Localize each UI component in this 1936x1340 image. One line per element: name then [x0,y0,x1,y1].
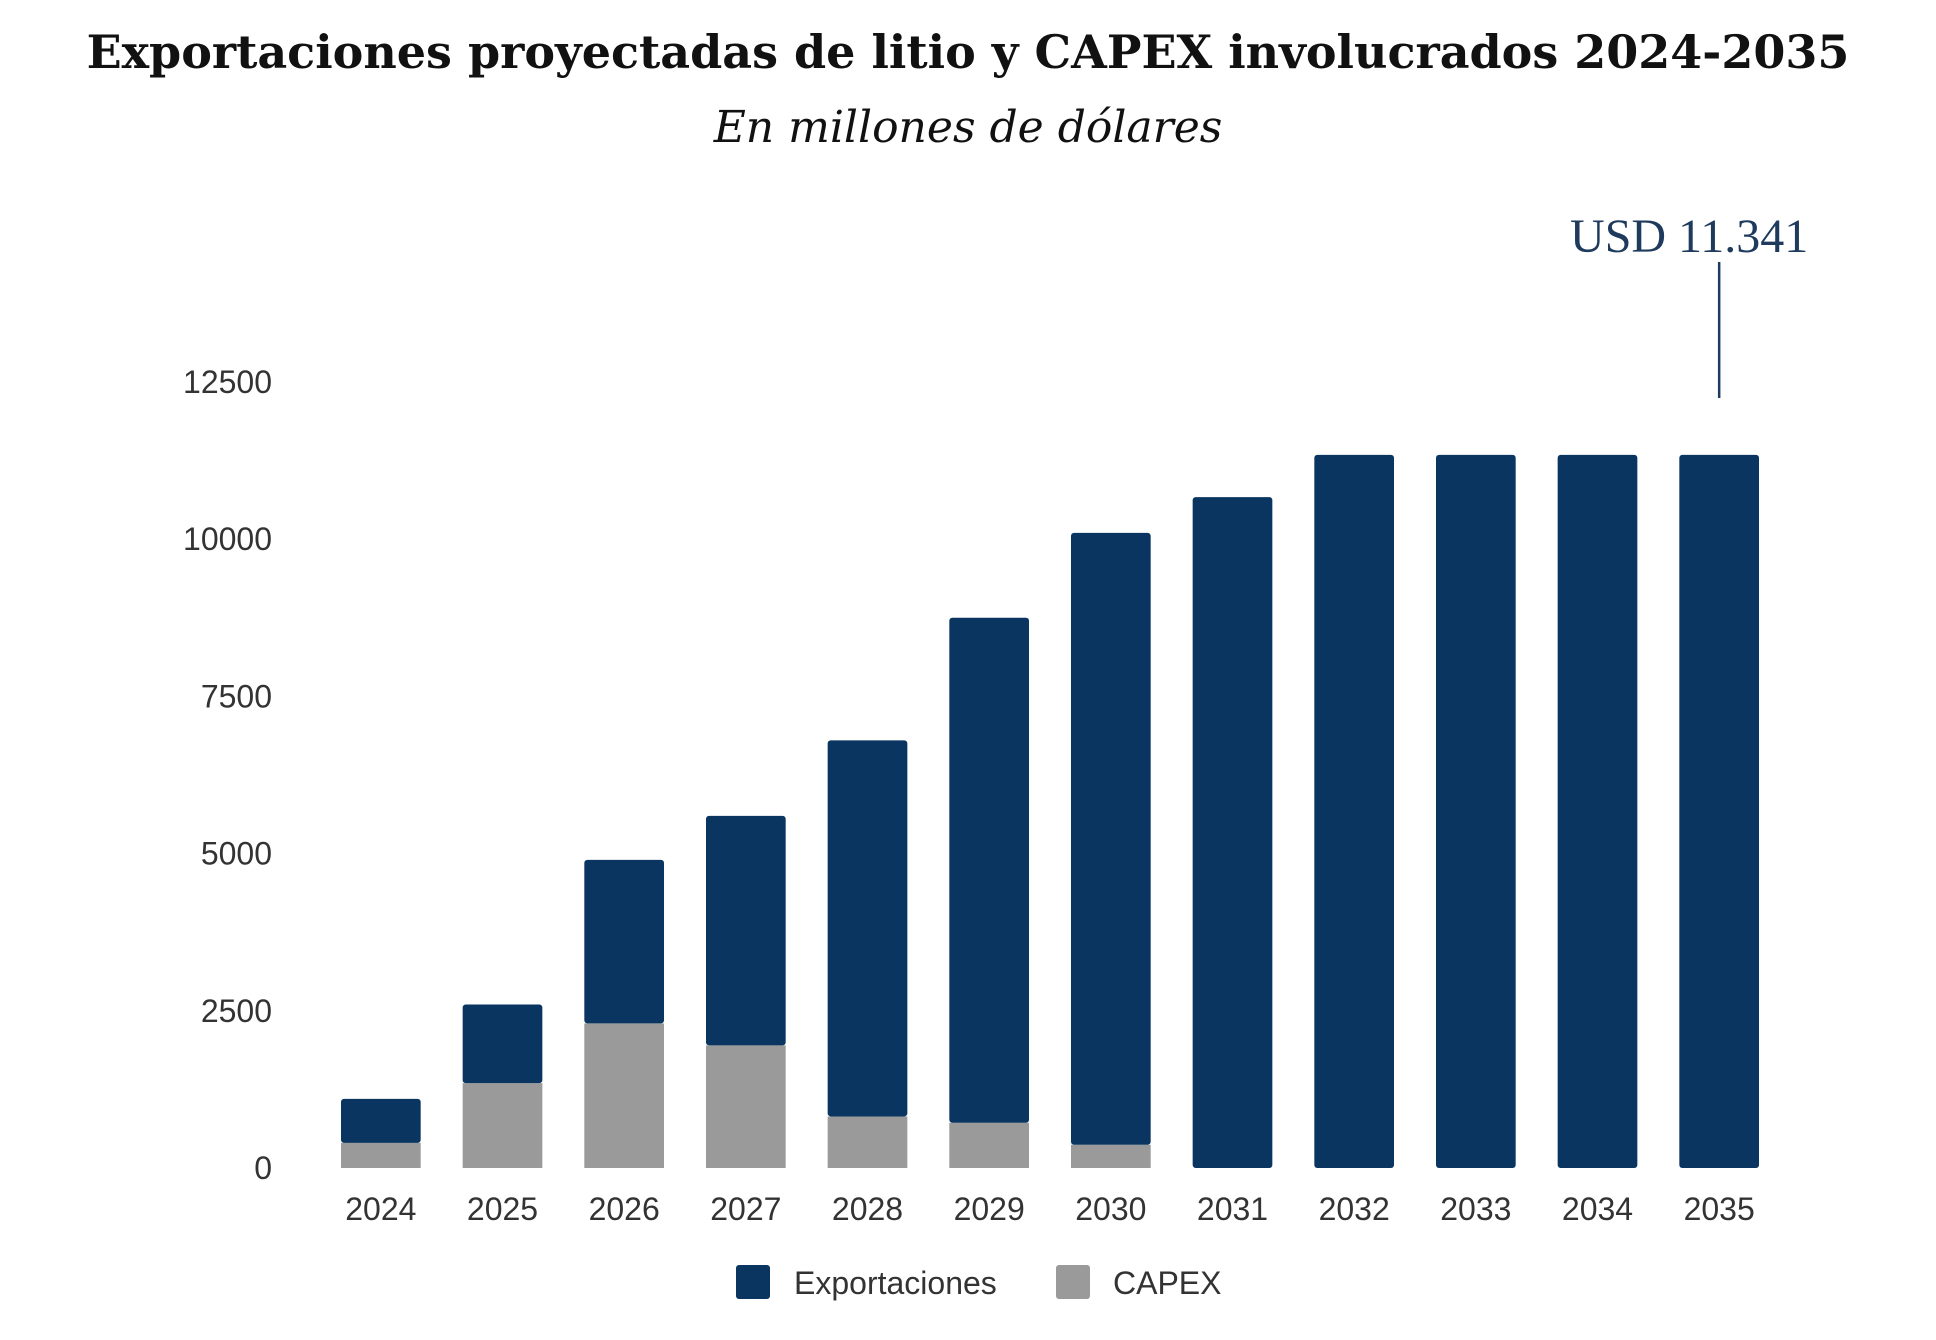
legend-label-capex: CAPEX [1113,1265,1221,1301]
x-tick-label: 2027 [710,1191,781,1227]
y-tick-label: 5000 [201,836,272,872]
y-tick-label: 10000 [183,521,272,557]
bar-exportaciones-2028 [827,740,908,1117]
y-tick-label: 0 [254,1150,272,1186]
x-tick-label: 2032 [1319,1191,1390,1227]
bar-capex-2025 [462,1083,543,1168]
bar-exportaciones-2024 [340,1098,421,1143]
y-tick-label: 2500 [201,993,272,1029]
bar-exportaciones-2033 [1435,454,1516,1168]
bar-exportaciones-2025 [462,1004,543,1084]
bar-exportaciones-2029 [949,617,1030,1123]
x-tick-label: 2035 [1684,1191,1755,1227]
legend-swatch-exportaciones [736,1265,770,1299]
x-tick-label: 2030 [1075,1191,1146,1227]
x-tick-label: 2034 [1562,1191,1633,1227]
chart-subtitle: En millones de dólares [713,102,1223,153]
y-axis: 0 2500 5000 7500 10000 12500 [183,364,272,1186]
bar-exportaciones-2030 [1070,532,1151,1145]
annotation: USD 11.341 [1570,210,1808,398]
bar-capex-2024 [340,1142,421,1168]
bar-capex-2030 [1070,1144,1151,1168]
bar-capex-2029 [949,1122,1030,1168]
bar-capex-2027 [705,1045,786,1168]
bars [340,454,1760,1168]
bar-exportaciones-2032 [1314,454,1395,1168]
y-tick-label: 12500 [183,364,272,400]
x-axis: 2024 2025 2026 2027 2028 2029 2030 2031 2032 2033… [345,1191,1755,1227]
bar-exportaciones-2035 [1679,454,1760,1168]
bar-capex-2026 [584,1023,665,1168]
chart-title: Exportaciones proyectadas de litio y CAP… [87,25,1850,79]
annotation-label: USD 11.341 [1570,210,1808,263]
legend: Exportaciones CAPEX [736,1265,1221,1301]
bar-exportaciones-2027 [705,815,786,1046]
x-tick-label: 2025 [467,1191,538,1227]
bar-exportaciones-2034 [1557,454,1638,1168]
bar-exportaciones-2031 [1192,497,1273,1168]
bar-exportaciones-2026 [584,859,665,1024]
legend-label-exportaciones: Exportaciones [794,1265,997,1301]
x-tick-label: 2033 [1440,1191,1511,1227]
x-tick-label: 2024 [345,1191,416,1227]
x-tick-label: 2031 [1197,1191,1268,1227]
x-tick-label: 2028 [832,1191,903,1227]
y-tick-label: 7500 [201,678,272,714]
x-tick-label: 2029 [954,1191,1025,1227]
legend-swatch-capex [1056,1265,1090,1299]
bar-capex-2028 [827,1116,908,1168]
x-tick-label: 2026 [589,1191,660,1227]
